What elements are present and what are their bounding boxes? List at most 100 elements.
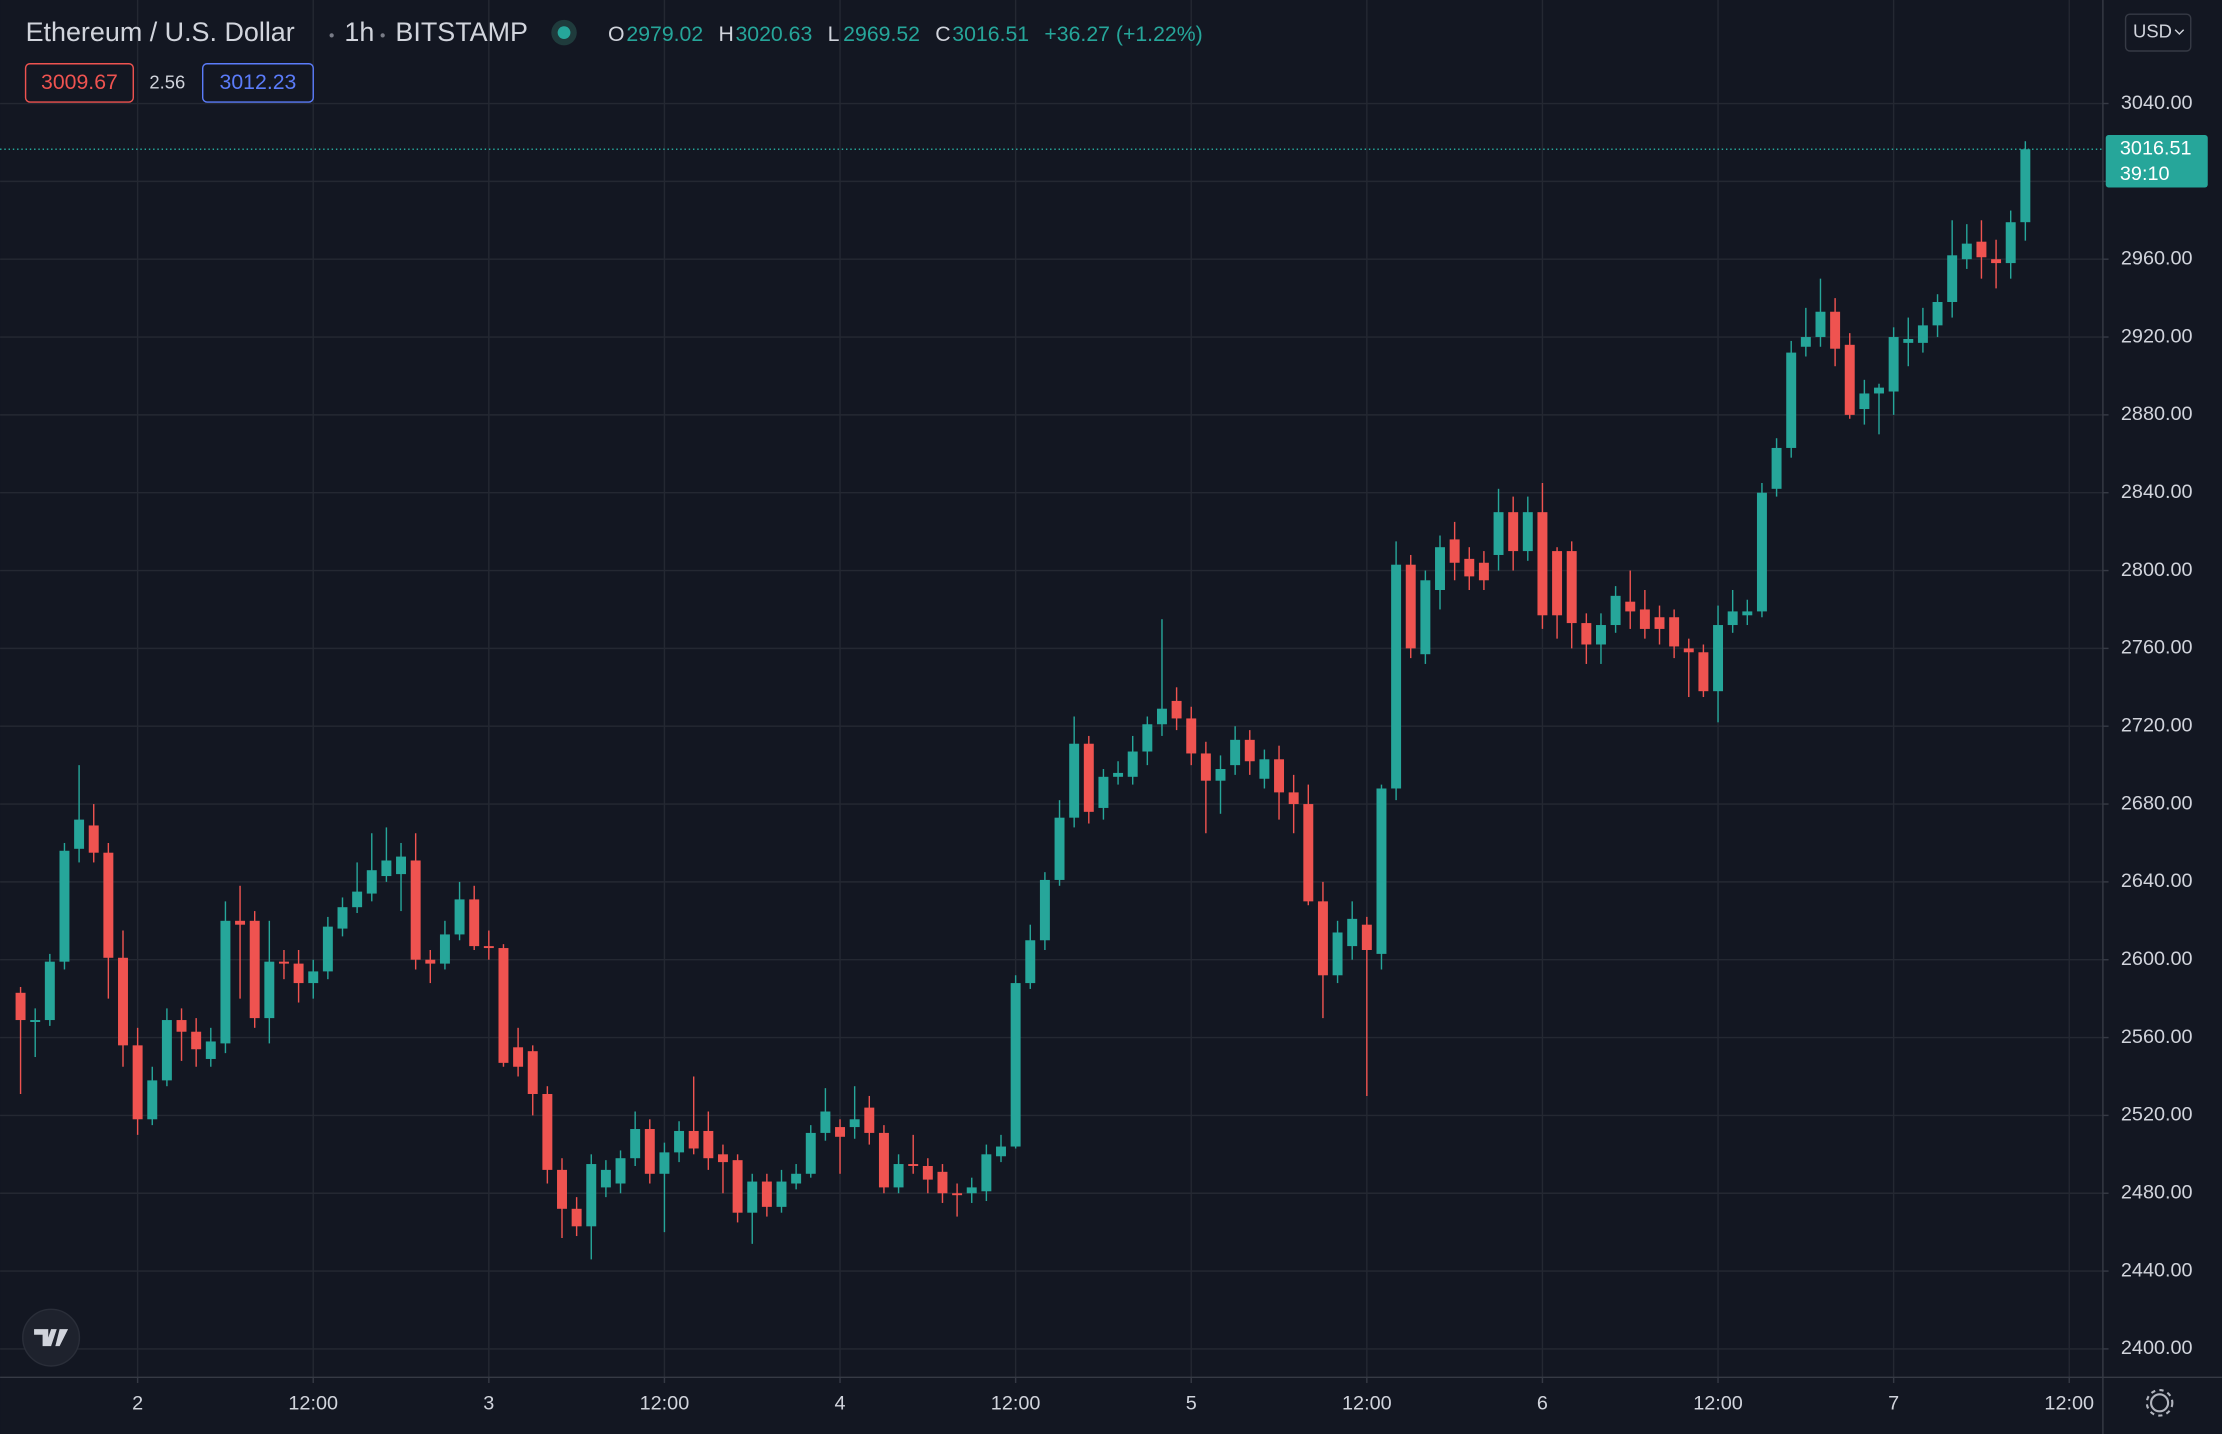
x-tick-label: 12:00 [1342, 1392, 1392, 1414]
x-tick-label: 7 [1888, 1392, 1899, 1414]
x-tick-label: 5 [1186, 1392, 1197, 1414]
candle-body [1478, 562, 1489, 581]
candle-body [527, 1051, 538, 1094]
candle-body [644, 1129, 655, 1174]
legend-change: +36.27 (+1.22%) [1044, 22, 1202, 46]
y-tick-label: 2880.00 [2121, 403, 2193, 425]
candle-body [1727, 611, 1738, 626]
last-price-box [2105, 135, 2208, 188]
candle-body [688, 1130, 699, 1149]
candle-body [1376, 788, 1387, 954]
spread: 2.56 [149, 71, 185, 92]
candle-body [717, 1154, 728, 1163]
candle-body [996, 1146, 1006, 1157]
candle-body [776, 1181, 787, 1207]
candle-body [761, 1181, 772, 1207]
candle-body [1332, 932, 1343, 976]
currency-button[interactable] [2124, 13, 2192, 52]
candle-body [805, 1132, 816, 1174]
candle-body [1786, 352, 1797, 448]
y-tick-label: 2920.00 [2121, 325, 2193, 347]
candle-body [630, 1129, 641, 1159]
candle-body [1083, 743, 1094, 812]
candle-body [1595, 625, 1606, 645]
legend-label: L [828, 22, 840, 46]
candle-body [1230, 739, 1241, 766]
buy-price: 3012.23 [220, 70, 297, 94]
candle-body [103, 852, 114, 958]
candle-body [30, 1020, 41, 1022]
candle-body [469, 899, 480, 947]
y-tick-label: 2680.00 [2121, 792, 2193, 814]
x-tick-label: 4 [835, 1392, 846, 1414]
candle-body [1156, 708, 1167, 725]
candle-body [937, 1171, 948, 1194]
candle-body [1800, 337, 1811, 347]
candle-body [1917, 325, 1928, 343]
candle-body [732, 1160, 743, 1213]
candle-body [191, 1031, 202, 1050]
legend-label: H [718, 22, 733, 46]
candle-body [1976, 241, 1987, 258]
y-tick-label: 2800.00 [2121, 559, 2193, 581]
candle-body [1844, 344, 1855, 415]
candle-body [1698, 652, 1709, 692]
candle-body [747, 1181, 758, 1213]
candle-body [205, 1041, 216, 1059]
candle-body [308, 971, 319, 984]
y-tick-label: 2720.00 [2121, 714, 2193, 736]
candle-body [1874, 387, 1884, 394]
candle-body [1113, 772, 1124, 777]
candle-body [366, 870, 377, 894]
candle-body [1435, 547, 1445, 591]
legend-label: C [935, 22, 950, 46]
candle-body [352, 891, 363, 908]
legend-value: 2969.52 [843, 22, 920, 46]
legend-value: 3016.51 [952, 22, 1029, 46]
candle-body [1317, 901, 1328, 976]
candle-body [1771, 447, 1782, 489]
y-tick-label: 3040.00 [2121, 92, 2193, 114]
settings-cog [2145, 1389, 2174, 1417]
candle-body [703, 1130, 714, 1159]
candle-body [1961, 243, 1972, 260]
legend-label: O [608, 22, 625, 46]
candle-body [322, 926, 333, 972]
candle-body [1552, 551, 1563, 616]
y-tick-label: 2480.00 [2121, 1181, 2193, 1203]
candle-body [1639, 609, 1650, 629]
x-tick-label: 12:00 [991, 1392, 1041, 1414]
symbol-title: Ethereum / U.S. Dollar [26, 17, 295, 47]
candle-body [1288, 792, 1299, 805]
candle-body [835, 1127, 846, 1137]
candle-body [820, 1111, 831, 1133]
candle-body [161, 1020, 172, 1081]
candle-body [1815, 311, 1826, 338]
candle-body [878, 1132, 889, 1188]
candle-body [1464, 558, 1475, 577]
candle-body [1581, 623, 1592, 645]
sell-button[interactable] [24, 63, 134, 103]
candle-body [1259, 759, 1270, 779]
candle-body [147, 1080, 158, 1120]
candle-body [1756, 492, 1767, 612]
settings-button[interactable] [2150, 1393, 2170, 1413]
candle-body [1610, 595, 1621, 626]
y-tick-label: 2600.00 [2121, 948, 2193, 970]
candle-body [1830, 311, 1841, 349]
candle-body [922, 1165, 933, 1180]
candle-body [1200, 753, 1211, 781]
candle-body [557, 1169, 567, 1209]
y-tick-label: 2960.00 [2121, 247, 2193, 269]
candle-body [674, 1130, 685, 1153]
candle-body [15, 992, 26, 1021]
candle-body [1537, 512, 1548, 616]
candle-body [1361, 924, 1372, 950]
currency: USD [2133, 20, 2172, 41]
candle-body [132, 1045, 143, 1120]
candle-body [1274, 759, 1285, 793]
buy-button[interactable] [201, 63, 314, 103]
separator [380, 33, 385, 38]
candle-body [1186, 718, 1197, 754]
y-tick-label: 2520.00 [2121, 1104, 2193, 1126]
